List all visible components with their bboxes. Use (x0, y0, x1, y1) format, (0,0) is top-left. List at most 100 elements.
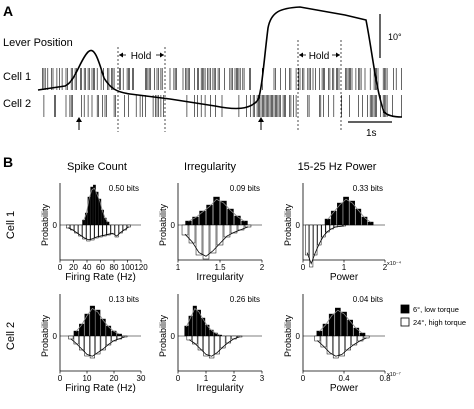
bar-high-torque (110, 224, 115, 235)
fit-curve-high-torque (70, 336, 125, 357)
bar-high-torque (197, 335, 204, 351)
fit-curve-low-torque (319, 309, 363, 334)
x-tick-label: 0.4 (338, 374, 350, 383)
bar-low-torque (84, 313, 90, 337)
x-tick-label: 1 (204, 374, 209, 383)
bar-low-torque (93, 184, 96, 226)
bar-high-torque (236, 335, 243, 338)
x-multiplier: x10⁻⁴ (387, 260, 402, 267)
info-bits: 0.13 bits (109, 295, 139, 304)
bar-high-torque (317, 224, 322, 246)
bar-high-torque (244, 224, 252, 228)
y-tick-label: 0 (171, 221, 176, 230)
cell1-spike-raster (42, 68, 402, 90)
fit-curve-high-torque (188, 336, 240, 357)
bar-high-torque (203, 335, 209, 357)
row-label-cell2: Cell 2 (5, 322, 17, 350)
bar-low-torque (349, 200, 356, 226)
bar-high-torque (98, 224, 103, 238)
fit-curve-low-torque (188, 198, 245, 222)
bar-high-torque (314, 335, 321, 342)
x-tick-label: 3 (260, 374, 265, 383)
row-label-cell1: Cell 1 (5, 211, 17, 239)
col-title-power: 15-25 Hz Power (298, 161, 377, 173)
bar-low-torque (316, 330, 323, 337)
bar-low-torque (353, 327, 360, 337)
fit-curve-low-torque (327, 198, 371, 223)
info-bits: 0.50 bits (109, 184, 139, 193)
bar-high-torque (94, 224, 99, 239)
bar-low-torque (185, 220, 192, 226)
scale-time: 1s (366, 128, 377, 139)
bar-high-torque (126, 224, 131, 228)
legend-label-dark: 6°, low torque (413, 305, 459, 314)
fit-curve-low-torque (186, 307, 221, 336)
bar-low-torque (234, 215, 241, 226)
y-axis-label: Probability (283, 203, 293, 246)
x-tick-label: 2 (232, 374, 237, 383)
x-tick-label: 0 (301, 374, 306, 383)
lever-position-label: Lever Position (3, 37, 73, 49)
bar-low-torque (106, 325, 112, 337)
x-tick-label: 0.8 (379, 374, 391, 383)
bar-low-torque (361, 216, 368, 226)
bar-high-torque (89, 335, 95, 359)
movement-onset-arrows (76, 117, 264, 130)
x-tick-label: 0 (176, 374, 181, 383)
bar-high-torque (321, 224, 326, 238)
x-axis-label: Power (330, 383, 359, 394)
x-tick-label: 30 (137, 374, 146, 383)
hold-markers (117, 40, 342, 132)
bar-low-torque (355, 208, 362, 226)
y-axis-label: Probability (158, 314, 168, 357)
x-axis-label: Irregularity (196, 272, 243, 283)
bar-high-torque (66, 224, 71, 229)
x-tick-label: 80 (110, 263, 119, 272)
y-axis-label: Probability (40, 314, 50, 357)
bar-high-torque (106, 335, 112, 346)
bar-low-torque (337, 202, 343, 226)
panel-a-label: A (3, 3, 13, 19)
bar-high-torque (95, 335, 101, 355)
bar-low-torque (205, 324, 210, 337)
legend-label-light: 24°, high torque (413, 318, 466, 327)
bar-high-torque (345, 335, 351, 351)
y-tick-label: 0 (53, 221, 58, 230)
x-tick-label: 1 (342, 263, 347, 272)
col-title-irregularity: Irregularity (184, 161, 236, 173)
x-tick-label: 1.5 (214, 263, 226, 272)
cell2-trace-label: Cell 2 (3, 98, 31, 110)
x-tick-label: 100 (121, 263, 135, 272)
info-bits: 0.04 bits (353, 295, 383, 304)
fit-curve-high-torque (306, 225, 345, 265)
bar-high-torque (202, 224, 210, 260)
info-bits: 0.33 bits (353, 184, 383, 193)
bar-low-torque (227, 208, 234, 226)
fit-curve-low-torque (75, 307, 120, 335)
bar-low-torque (100, 318, 106, 337)
y-axis-label: Probability (283, 314, 293, 357)
bar-high-torque (332, 335, 339, 359)
x-tick-label: 2 (260, 263, 265, 272)
lever-position-trace (37, 6, 403, 118)
x-multiplier: x10⁻⁷ (387, 371, 401, 378)
bar-low-torque (213, 196, 220, 226)
x-tick-label: 0 (58, 374, 63, 383)
bar-low-torque (192, 216, 199, 226)
x-axis-label: Power (330, 272, 359, 283)
bar-high-torque (68, 335, 74, 340)
x-tick-label: 1 (176, 263, 181, 272)
bar-low-torque (206, 204, 213, 226)
bar-low-torque (184, 325, 189, 337)
cell1-trace-label: Cell 1 (3, 71, 31, 83)
bar-low-torque (199, 210, 206, 226)
y-tick-label: 0 (296, 221, 301, 230)
bar-high-torque (216, 224, 224, 246)
bar-high-torque (309, 224, 314, 268)
bar-high-torque (118, 224, 123, 234)
x-tick-label: 2 (383, 263, 388, 272)
y-tick-label: 0 (53, 332, 58, 341)
